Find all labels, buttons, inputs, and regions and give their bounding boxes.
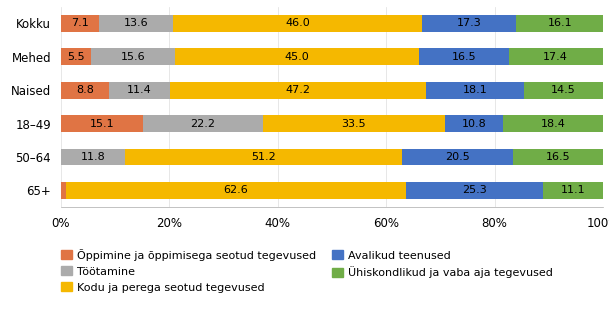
Bar	[516, 15, 604, 32]
Bar	[513, 149, 603, 165]
Text: 11.1: 11.1	[560, 185, 585, 195]
Text: 15.1: 15.1	[90, 119, 114, 129]
Bar	[125, 149, 403, 165]
Text: 33.5: 33.5	[342, 119, 366, 129]
Bar	[445, 115, 503, 132]
Bar	[171, 82, 426, 99]
Bar	[61, 48, 91, 65]
Text: 45.0: 45.0	[285, 52, 309, 62]
Text: 20.5: 20.5	[446, 152, 470, 162]
Bar	[91, 48, 175, 65]
Text: 15.6: 15.6	[121, 52, 146, 62]
Text: 14.5: 14.5	[551, 85, 576, 95]
Bar	[108, 82, 171, 99]
Bar	[403, 149, 513, 165]
Text: 16.5: 16.5	[451, 52, 476, 62]
Text: 17.3: 17.3	[457, 18, 482, 28]
Text: 62.6: 62.6	[224, 185, 248, 195]
Bar	[175, 48, 419, 65]
Bar	[143, 115, 263, 132]
Bar	[66, 182, 406, 199]
Bar	[543, 182, 603, 199]
Bar	[426, 82, 524, 99]
Bar	[61, 115, 143, 132]
Bar	[61, 149, 125, 165]
Bar	[61, 82, 108, 99]
Text: 16.5: 16.5	[546, 152, 571, 162]
Bar	[419, 48, 509, 65]
Bar	[173, 15, 423, 32]
Legend: Õppimine ja õppimisega seotud tegevused, Töötamine, Kodu ja perega seotud tegevu: Õppimine ja õppimisega seotud tegevused,…	[61, 249, 553, 293]
Bar	[61, 15, 99, 32]
Bar	[423, 15, 516, 32]
Bar	[406, 182, 543, 199]
Text: 18.4: 18.4	[541, 119, 566, 129]
Text: 51.2: 51.2	[252, 152, 276, 162]
Text: 7.1: 7.1	[71, 18, 89, 28]
Text: 22.2: 22.2	[191, 119, 216, 129]
Bar	[61, 182, 66, 199]
Text: 16.1: 16.1	[547, 18, 572, 28]
Bar	[99, 15, 173, 32]
Text: 13.6: 13.6	[124, 18, 149, 28]
Text: 46.0: 46.0	[286, 18, 310, 28]
Text: 10.8: 10.8	[462, 119, 487, 129]
Bar	[503, 115, 603, 132]
Text: 8.8: 8.8	[76, 85, 94, 95]
Text: 47.2: 47.2	[286, 85, 311, 95]
Text: 5.5: 5.5	[67, 52, 85, 62]
Text: 11.8: 11.8	[80, 152, 105, 162]
Text: 17.4: 17.4	[543, 52, 568, 62]
Text: 18.1: 18.1	[463, 85, 488, 95]
Text: 11.4: 11.4	[127, 85, 152, 95]
Bar	[509, 48, 603, 65]
Bar	[263, 115, 445, 132]
Bar	[524, 82, 603, 99]
Text: 25.3: 25.3	[462, 185, 487, 195]
